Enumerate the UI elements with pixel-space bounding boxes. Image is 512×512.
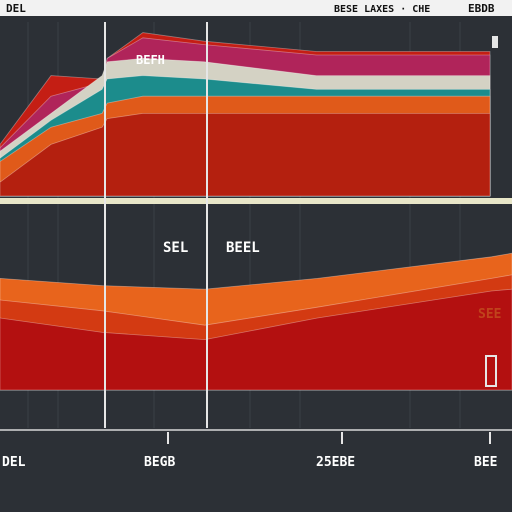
- header-count-label: EBDB: [468, 2, 495, 15]
- cursor-label-right: BEEL: [226, 240, 260, 256]
- header-bar: [0, 0, 512, 16]
- header-title: DEL: [6, 2, 26, 15]
- area-series-1-0: [0, 288, 512, 391]
- x-tick-label: BEE: [474, 455, 497, 470]
- panel-divider: [0, 198, 512, 204]
- x-ticks: [167, 432, 491, 444]
- scroll-handle-bottom[interactable]: [485, 355, 497, 387]
- upper-area-chart: [0, 32, 491, 197]
- lower-area-chart: [0, 252, 512, 391]
- area-series-0-0: [0, 113, 491, 197]
- scroll-handle-top[interactable]: [492, 36, 498, 48]
- upper-annotation: BEFH: [136, 53, 165, 67]
- cursor-label-left: SEL: [163, 240, 188, 256]
- x-tick-label: BEGB: [144, 455, 175, 470]
- x-tick-label: DEL: [2, 455, 26, 470]
- header-legend-label: BESE LAXES · CHE: [334, 4, 430, 15]
- lower-annotation: SEE: [478, 307, 501, 322]
- x-tick-label: 25EBE: [316, 455, 355, 470]
